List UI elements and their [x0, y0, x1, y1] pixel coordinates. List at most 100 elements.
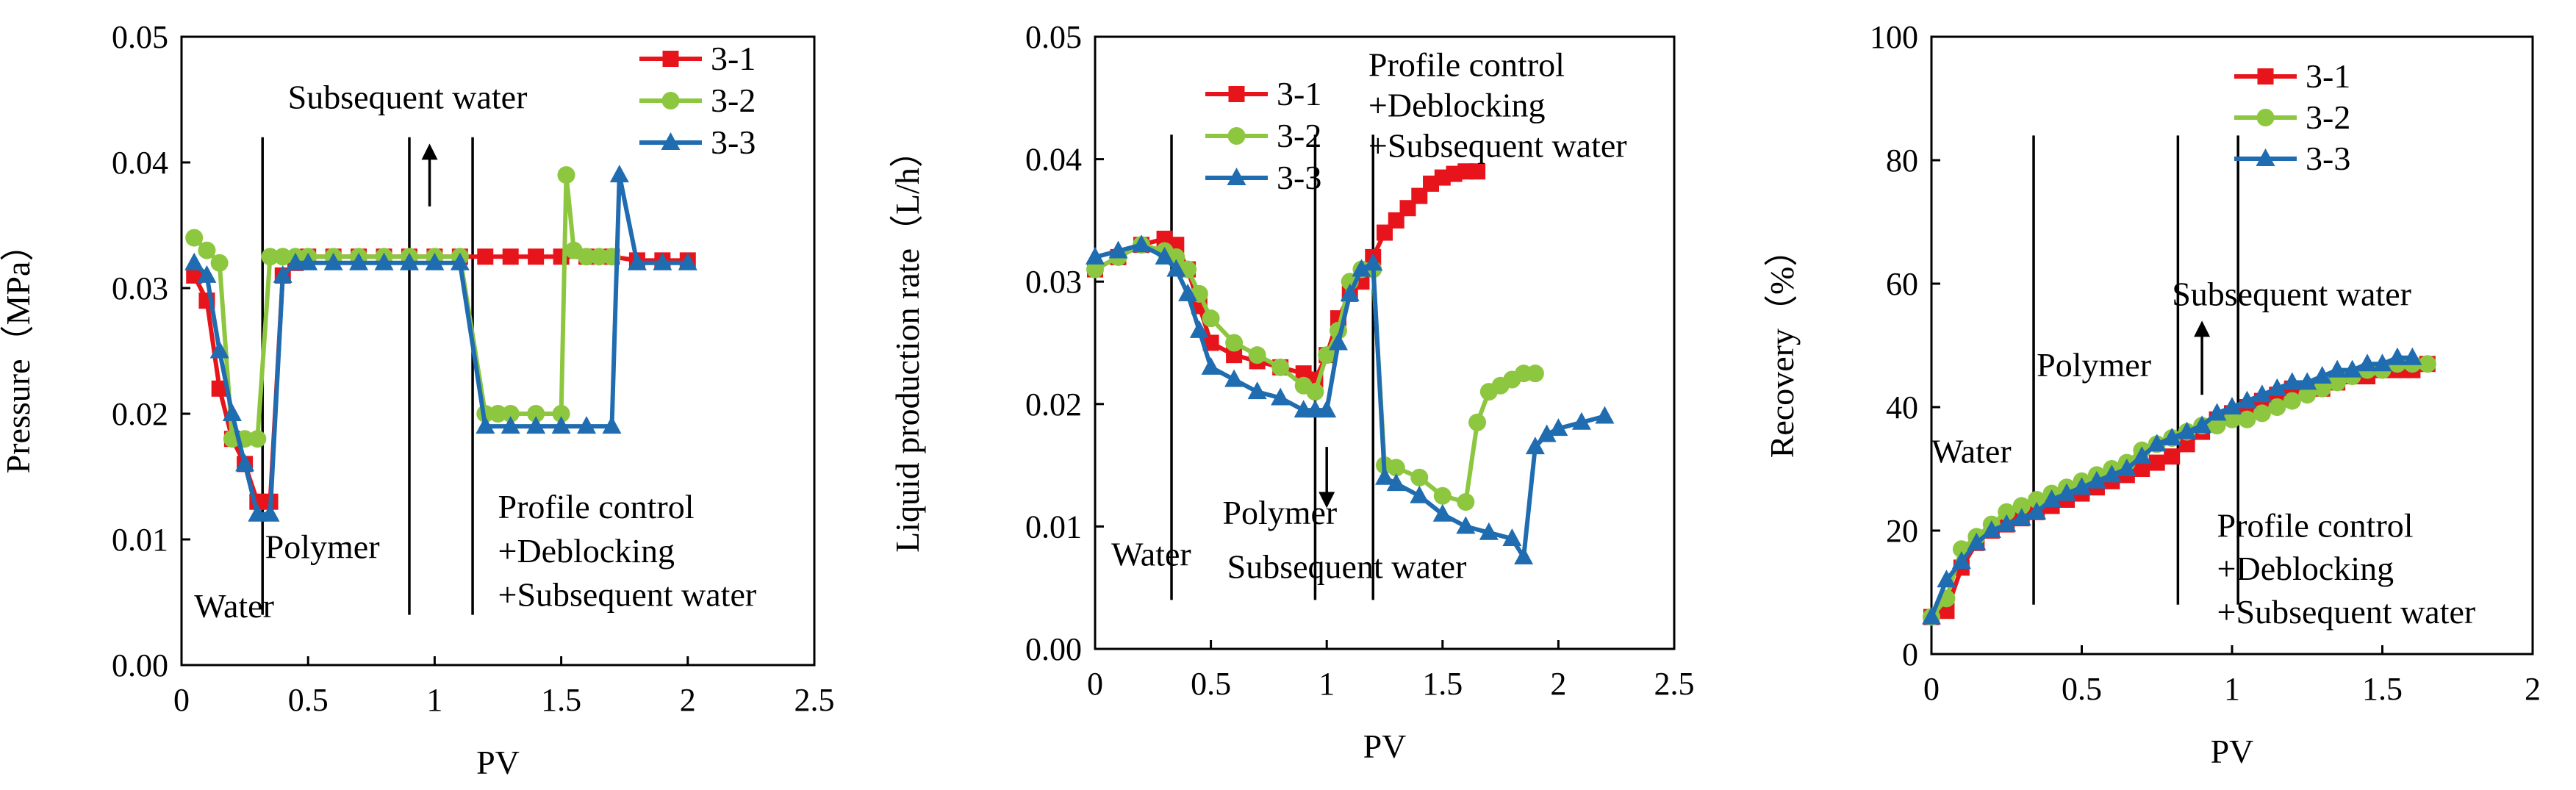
y-tick-label: 0.01: [112, 522, 168, 558]
data-point: [2134, 461, 2150, 477]
data-point: [374, 252, 394, 270]
legend-swatch-marker: [2257, 68, 2274, 85]
data-point: [425, 252, 445, 270]
data-point: [1399, 200, 1416, 217]
legend-label: 3-2: [1277, 117, 1321, 154]
data-point: [210, 254, 229, 272]
legend-swatch-marker: [662, 51, 679, 67]
data-point: [1387, 459, 1405, 477]
data-point: [1166, 259, 1186, 277]
y-tick-label: 0.05: [112, 19, 168, 55]
x-axis-label: PV: [2211, 733, 2254, 770]
data-point: [1189, 320, 1209, 338]
annotation: +Deblocking: [2217, 550, 2394, 587]
data-point: [2418, 355, 2436, 373]
data-point: [502, 248, 519, 265]
data-point: [1432, 503, 1452, 522]
x-tick-label: 0.5: [288, 682, 329, 718]
data-point: [2252, 384, 2272, 403]
data-point: [1479, 522, 1499, 540]
x-tick-label: 2: [2525, 671, 2541, 707]
annotation: Polymer: [1222, 494, 1337, 531]
y-axis-label: Liquid production rate（L/h）: [889, 134, 926, 553]
data-point: [399, 252, 419, 270]
legend-label: 3-1: [711, 40, 756, 77]
data-point: [627, 252, 647, 270]
legend: 3-13-23-3: [2234, 57, 2350, 177]
data-point: [1951, 551, 1971, 569]
data-point: [2177, 421, 2197, 439]
data-point: [1155, 246, 1174, 265]
data-point: [1411, 187, 1428, 204]
data-point: [2117, 459, 2136, 476]
data-point: [1375, 467, 1394, 485]
data-point: [577, 416, 597, 434]
data-point: [1225, 334, 1244, 352]
data-point: [248, 430, 267, 448]
x-tick-label: 1: [2224, 671, 2240, 707]
data-point: [1549, 418, 1568, 437]
arrow-head: [2194, 320, 2211, 337]
data-point: [2222, 397, 2242, 414]
data-point: [222, 403, 242, 421]
legend-label: 3-1: [1277, 75, 1321, 112]
data-point: [450, 252, 470, 270]
y-tick-label: 0.05: [1025, 19, 1082, 55]
y-tick-label: 80: [1886, 143, 1918, 179]
annotation: Water: [194, 587, 274, 625]
legend-swatch-marker: [1228, 86, 1245, 102]
data-point: [1997, 514, 2017, 532]
legend: 3-1 3-2 3-3: [1205, 75, 1321, 196]
data-point: [1998, 503, 2016, 521]
data-point: [2148, 454, 2165, 471]
data-point: [1086, 260, 1104, 279]
data-point: [197, 265, 217, 283]
data-point: [1456, 516, 1476, 534]
data-point: [2012, 497, 2031, 515]
y-axis-label: Recovery（%）: [1763, 233, 1801, 459]
data-point: [2342, 359, 2362, 378]
y-tick-label: 0.04: [112, 145, 168, 181]
data-point: [1247, 381, 1267, 400]
data-point: [1525, 437, 1545, 455]
arrow-head: [421, 143, 438, 160]
data-point: [2403, 347, 2422, 365]
data-point: [1388, 212, 1404, 229]
data-point: [1571, 412, 1591, 430]
data-point: [1271, 387, 1291, 406]
data-point: [1352, 259, 1371, 277]
data-point: [551, 416, 571, 434]
y-tick-label: 0.03: [112, 270, 168, 306]
data-point: [2313, 379, 2331, 398]
data-point: [476, 416, 495, 434]
data-point: [2087, 470, 2106, 489]
data-point: [2207, 403, 2227, 421]
data-point: [1202, 334, 1219, 351]
x-tick-label: 1.5: [1422, 666, 1463, 702]
data-point: [185, 229, 204, 247]
data-point: [1178, 283, 1198, 301]
data-point: [2223, 410, 2241, 428]
data-point: [2012, 508, 2031, 526]
chart-liquid-production-rate: 0 0.5 1 1.5 2 2.5 0.00 0.01 0.02 0.03 0.04 0.05 PV Li…: [889, 19, 1695, 765]
legend-label: 3-3: [1277, 159, 1321, 196]
annotation: +Subsequent water: [1368, 126, 1627, 164]
annotation: Profile control: [498, 488, 695, 525]
data-point: [2267, 378, 2287, 396]
legend: 3-13-23-3: [639, 40, 756, 161]
x-tick-label: 0: [1923, 671, 1940, 707]
data-point: [653, 252, 672, 270]
x-axis-label: PV: [476, 744, 520, 781]
data-point: [1306, 383, 1324, 401]
x-tick-label: 1.5: [541, 682, 581, 718]
data-point: [2253, 404, 2271, 423]
x-tick-label: 0.5: [2062, 671, 2102, 707]
data-point: [2178, 436, 2195, 453]
y-tick-label: 0.02: [1025, 387, 1082, 423]
data-point: [2208, 417, 2226, 435]
data-point: [211, 380, 228, 397]
x-axis-label: PV: [1363, 728, 1407, 765]
data-point: [184, 252, 204, 270]
data-point: [2132, 446, 2152, 464]
data-point: [2164, 448, 2181, 465]
